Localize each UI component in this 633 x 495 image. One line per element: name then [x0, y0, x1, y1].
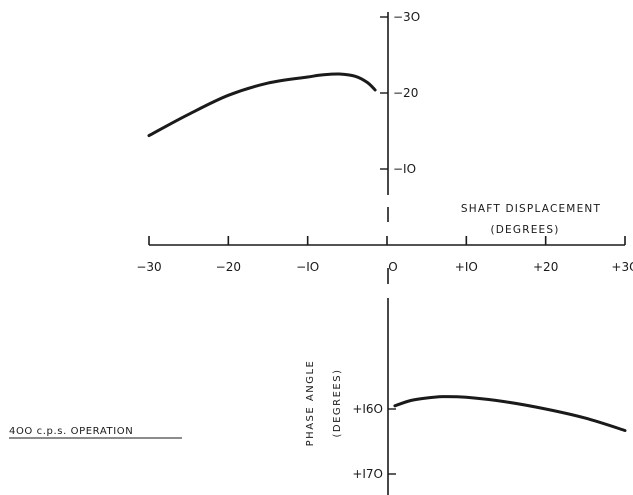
x-ticks: −30 −20 −IO O +IO +20 +3O	[136, 236, 633, 274]
upper-y-tick-label: −20	[393, 86, 418, 100]
x-tick-label: O	[388, 260, 397, 274]
operation-note: 4OO c.p.s. OPERATION	[9, 426, 133, 437]
lower-curve	[393, 395, 627, 432]
lower-y-tick-label: +I6O	[352, 402, 383, 416]
x-tick-label: −20	[216, 260, 241, 274]
lower-y-axis-title: PHASE ANGLE (DEGREES)	[305, 360, 343, 447]
lower-y-tick-label: +I7O	[352, 467, 383, 481]
series-group	[147, 72, 627, 432]
lower-y-ticks: +I6O +I7O	[352, 402, 396, 481]
x-tick-label: −IO	[296, 260, 319, 274]
upper-y-ticks: −IO −20 −3O	[380, 10, 420, 176]
x-axis-title-line1: SHAFT DISPLACEMENT	[461, 203, 601, 215]
x-tick-label: +IO	[455, 260, 478, 274]
axes	[149, 12, 625, 495]
lower-y-axis-title-line2: (DEGREES)	[332, 368, 343, 437]
upper-y-tick-label: −IO	[393, 162, 416, 176]
x-tick-label: −30	[136, 260, 161, 274]
upper-curve	[147, 72, 377, 138]
x-axis-title-line2: (DEGREES)	[490, 224, 559, 236]
upper-y-tick-label: −3O	[393, 10, 420, 24]
x-tick-label: +20	[533, 260, 558, 274]
x-tick-label: +3O	[611, 260, 633, 274]
lower-y-axis-title-line1: PHASE ANGLE	[305, 360, 316, 447]
